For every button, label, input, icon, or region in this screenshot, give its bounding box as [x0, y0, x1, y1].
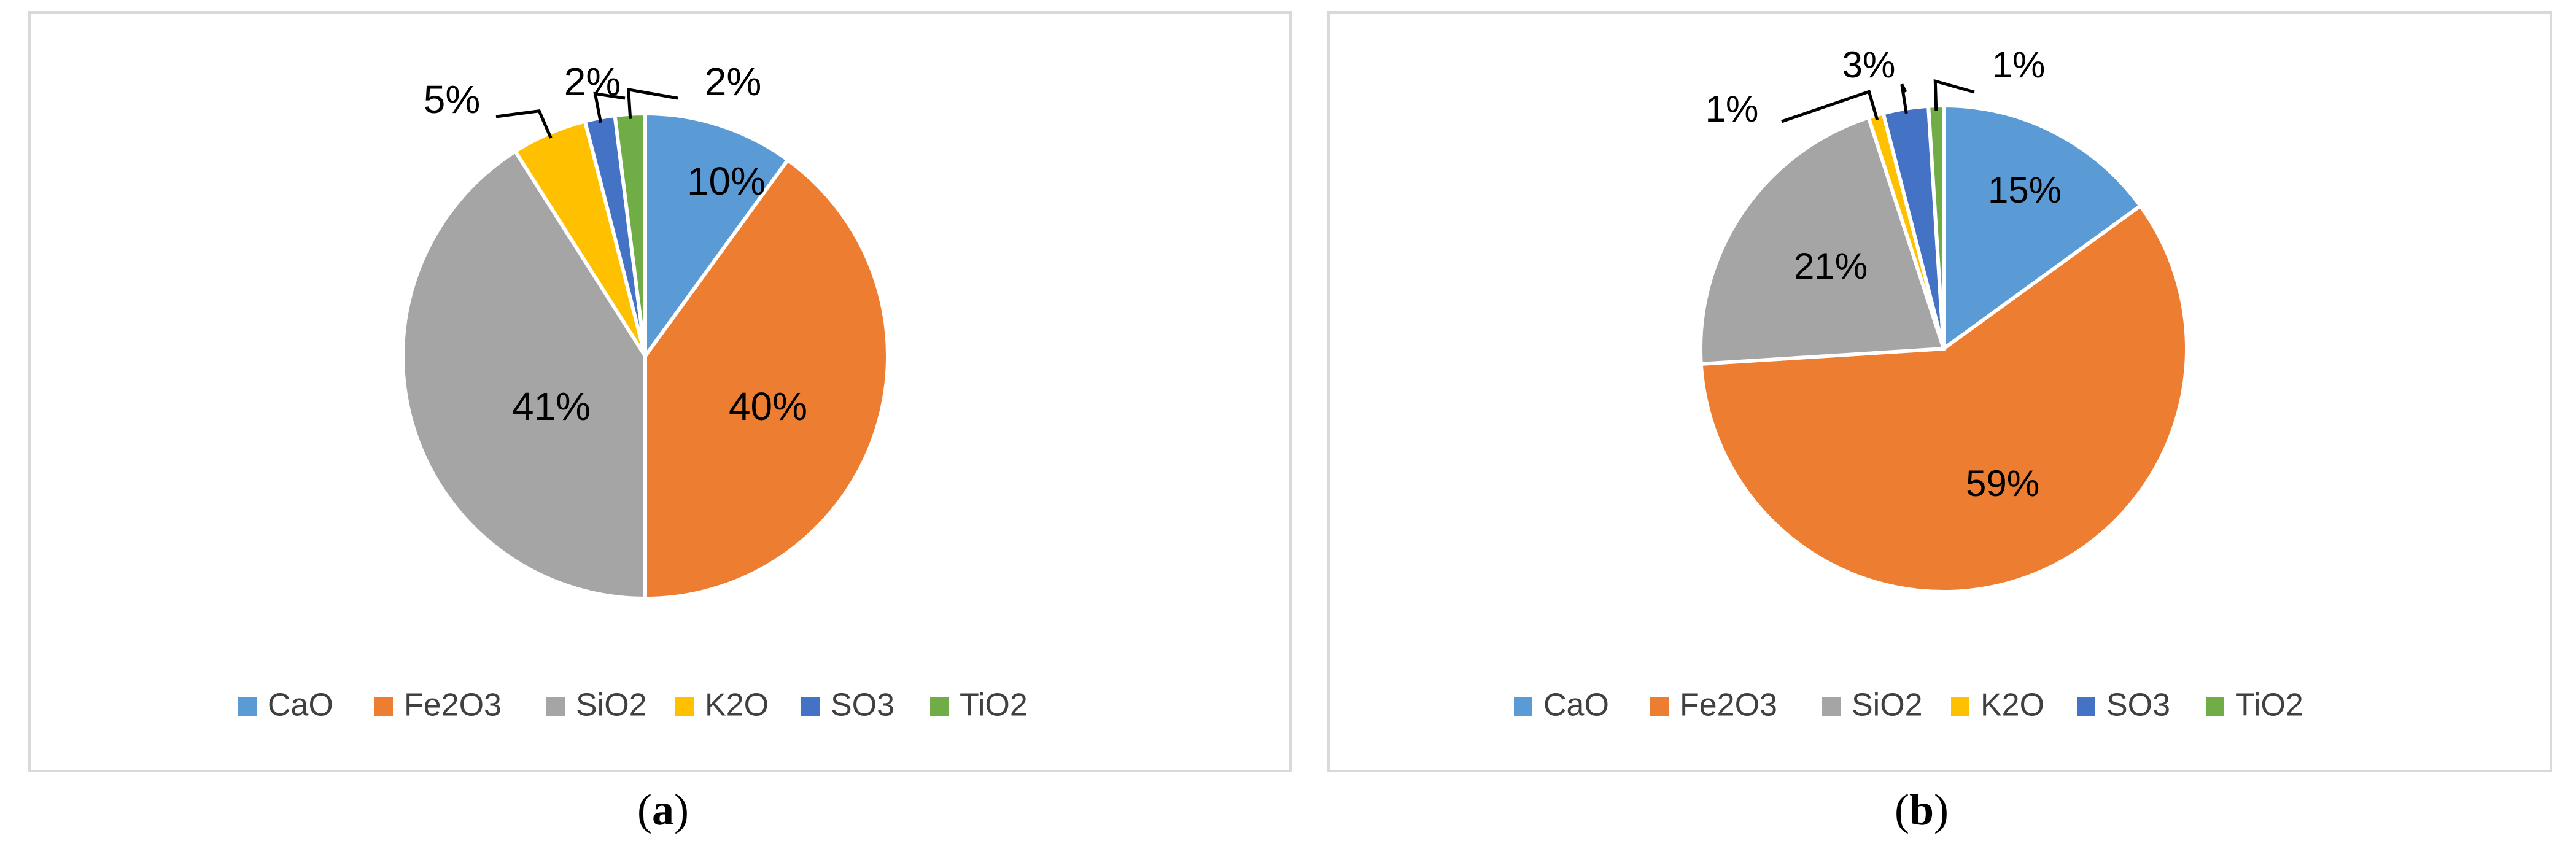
slice-label-tio2: 1%	[1992, 44, 2046, 85]
slice-label-fe2o3: 59%	[1966, 463, 2039, 504]
legend-swatch-sio2	[546, 697, 565, 716]
legend-swatch-so3	[2077, 697, 2095, 716]
legend-label-cao: CaO	[268, 688, 333, 723]
leader-line-k2o	[495, 109, 553, 139]
caption-letter: a	[652, 785, 674, 834]
pie-chart-a: 10% 40% 41% 5% 2% 2% CaO Fe2O3 SiO2 K2O SO3 TiO2	[238, 60, 1028, 723]
legend-label-so3: SO3	[2106, 688, 2170, 723]
pie-slice-sio2	[1699, 115, 1947, 366]
caption-open-paren: (	[1894, 785, 1909, 834]
leader-line-so3	[1900, 83, 1908, 114]
pie-slice-fe2o3	[1699, 203, 2189, 594]
caption-b: (b)	[1799, 785, 2044, 836]
slice-label-fe2o3: 40%	[729, 384, 807, 429]
slice-label-sio2: 41%	[512, 384, 591, 429]
legend-swatch-k2o	[675, 697, 694, 716]
leader-line-k2o	[1781, 90, 1879, 123]
chart-panel-a: 10% 40% 41% 5% 2% 2% CaO Fe2O3 SiO2 K2O SO3 TiO2	[28, 11, 1292, 772]
legend-label-cao: CaO	[1543, 688, 1609, 723]
pie-slice-cao	[643, 111, 791, 362]
legend-swatch-tio2	[2206, 697, 2224, 716]
leader-line-tio2	[626, 87, 678, 119]
legend-label-k2o: K2O	[1980, 688, 2044, 723]
chart-panel-b: 15% 59% 21% 1% 3% 1% CaO Fe2O3 SiO2 K2O SO3 TiO2	[1327, 11, 2552, 772]
legend-swatch-so3	[801, 697, 820, 716]
pie-slice-cao	[1942, 103, 2143, 352]
legend-label-fe2o3: Fe2O3	[1680, 688, 1777, 723]
legend-label-tio2: TiO2	[960, 688, 1028, 723]
legend-label-so3: SO3	[831, 688, 894, 723]
legend-swatch-fe2o3	[374, 697, 393, 716]
slice-label-cao: 15%	[1988, 169, 2062, 211]
legend-label-sio2: SiO2	[1852, 688, 1923, 723]
caption-close-paren: )	[1934, 785, 1949, 834]
legend-swatch-cao	[238, 697, 257, 716]
slice-label-sio2: 21%	[1794, 246, 1868, 287]
legend-swatch-fe2o3	[1650, 697, 1669, 716]
legend-label-fe2o3: Fe2O3	[404, 688, 502, 723]
legend-swatch-cao	[1514, 697, 1532, 716]
caption-open-paren: (	[637, 785, 652, 834]
slice-label-cao: 10%	[687, 159, 766, 203]
slice-label-k2o: 5%	[424, 77, 481, 122]
caption-letter: b	[1909, 785, 1934, 834]
legend-label-sio2: SiO2	[576, 688, 647, 723]
legend-label-k2o: K2O	[705, 688, 769, 723]
caption-a: (a)	[540, 785, 786, 836]
legend-swatch-k2o	[1951, 697, 1969, 716]
legend-label-tio2: TiO2	[2235, 688, 2303, 723]
legend-swatch-sio2	[1822, 697, 1841, 716]
legend-swatch-tio2	[930, 697, 949, 716]
pie-chart-b: 15% 59% 21% 1% 3% 1% CaO Fe2O3 SiO2 K2O SO3 TiO2	[1514, 44, 2303, 723]
slice-label-so3: 2%	[564, 60, 621, 104]
caption-close-paren: )	[674, 785, 689, 834]
slice-label-tio2: 2%	[705, 60, 762, 104]
leader-line-tio2	[1933, 79, 1975, 111]
leader-line-so3	[593, 91, 626, 123]
pie-slice-fe2o3	[643, 157, 890, 601]
slice-label-k2o: 1%	[1705, 88, 1759, 130]
slice-label-so3: 3%	[1842, 44, 1896, 85]
